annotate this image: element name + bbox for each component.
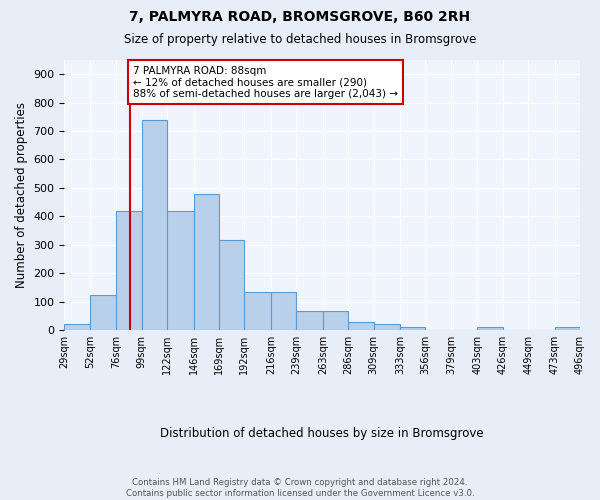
Bar bbox=[142, 120, 167, 330]
Bar bbox=[554, 327, 580, 330]
Text: 7, PALMYRA ROAD, BROMSGROVE, B60 2RH: 7, PALMYRA ROAD, BROMSGROVE, B60 2RH bbox=[130, 10, 470, 24]
Bar bbox=[348, 322, 374, 330]
Text: Contains HM Land Registry data © Crown copyright and database right 2024.
Contai: Contains HM Land Registry data © Crown c… bbox=[125, 478, 475, 498]
Bar bbox=[323, 310, 348, 330]
Y-axis label: Number of detached properties: Number of detached properties bbox=[15, 102, 28, 288]
Bar bbox=[194, 194, 219, 330]
Text: Size of property relative to detached houses in Bromsgrove: Size of property relative to detached ho… bbox=[124, 32, 476, 46]
Bar bbox=[219, 240, 244, 330]
Bar bbox=[478, 327, 503, 330]
Text: 7 PALMYRA ROAD: 88sqm
← 12% of detached houses are smaller (290)
88% of semi-det: 7 PALMYRA ROAD: 88sqm ← 12% of detached … bbox=[133, 66, 398, 99]
Bar bbox=[167, 211, 194, 330]
Bar bbox=[64, 324, 90, 330]
Bar bbox=[116, 211, 142, 330]
Bar bbox=[400, 327, 425, 330]
Bar bbox=[374, 324, 400, 330]
Bar bbox=[90, 295, 116, 330]
X-axis label: Distribution of detached houses by size in Bromsgrove: Distribution of detached houses by size … bbox=[160, 427, 484, 440]
Bar bbox=[296, 310, 323, 330]
Bar bbox=[271, 292, 296, 330]
Bar bbox=[244, 292, 271, 330]
